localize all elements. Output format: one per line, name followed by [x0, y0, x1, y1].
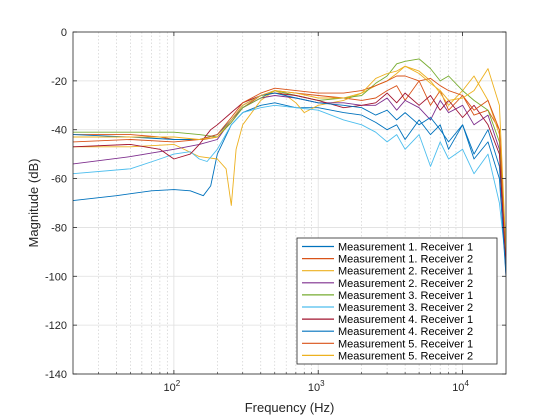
y-tick-label: 0: [61, 27, 67, 39]
y-axis-label: Magnitude (dB): [26, 159, 41, 248]
legend-entry-label: Measurement 1. Receiver 2: [338, 254, 473, 266]
y-tick-label: -80: [51, 222, 67, 234]
y-tick-label: -40: [51, 125, 67, 137]
y-tick-label: -140: [45, 369, 67, 381]
series-line-4: [73, 95, 506, 277]
legend-entry-label: Measurement 5. Receiver 1: [338, 338, 473, 350]
x-tick-exponent: 2: [176, 379, 181, 388]
y-tick-label: -60: [51, 174, 67, 186]
series-line-6: [73, 104, 506, 265]
y-tick-label: -120: [45, 320, 67, 332]
plot-frame: [72, 31, 507, 375]
series-line-9: [73, 75, 506, 252]
legend-entry-label: Measurement 5. Receiver 2: [338, 350, 473, 362]
x-tick-exponent: 4: [464, 379, 469, 388]
y-tick-label: -20: [51, 76, 67, 88]
series-line-1: [73, 102, 506, 265]
series-layer: [73, 58, 506, 277]
legend-entry-label: Measurement 2. Receiver 2: [338, 278, 473, 290]
legend-entry-label: Measurement 2. Receiver 1: [338, 266, 473, 278]
legend-entry-label: Measurement 1. Receiver 1: [338, 242, 473, 254]
series-line-10: [73, 65, 506, 252]
x-axis-label: Frequency (Hz): [245, 400, 335, 415]
legend-entry-label: Measurement 3. Receiver 1: [338, 290, 473, 302]
legend-entry-label: Measurement 4. Receiver 2: [338, 326, 473, 338]
series-line-7: [73, 92, 506, 265]
legend-entry-label: Measurement 4. Receiver 1: [338, 314, 473, 326]
legend-entry-label: Measurement 3. Receiver 2: [338, 302, 473, 314]
y-tick-label: -100: [45, 271, 67, 283]
x-tick-exponent: 3: [320, 379, 325, 388]
